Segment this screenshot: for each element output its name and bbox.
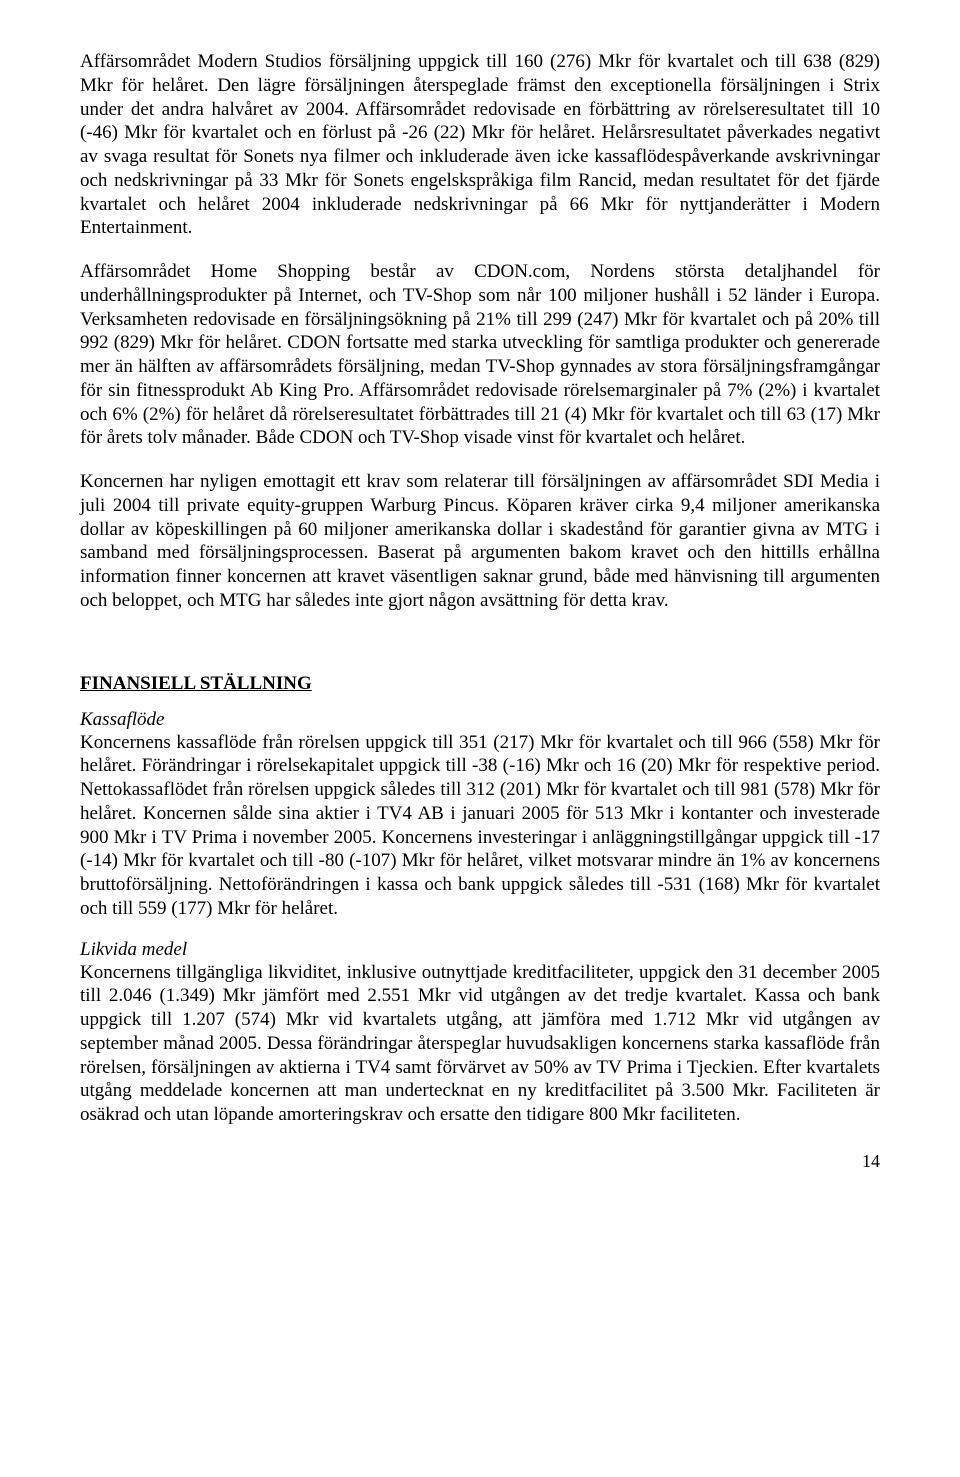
paragraph-modern-studios: Affärsområdet Modern Studios försäljning…: [80, 50, 880, 240]
subsection-kassaflode: Kassaflöde Koncernens kassaflöde från rö…: [80, 709, 880, 921]
paragraph-likvida-medel: Koncernens tillgängliga likviditet, inkl…: [80, 961, 880, 1127]
section-spacer: [80, 633, 880, 673]
paragraph-home-shopping: Affärsområdet Home Shopping består av CD…: [80, 260, 880, 450]
subsection-likvida-medel: Likvida medel Koncernens tillgängliga li…: [80, 939, 880, 1127]
paragraph-sdi-claim: Koncernen har nyligen emottagit ett krav…: [80, 470, 880, 613]
paragraph-kassaflode: Koncernens kassaflöde från rörelsen uppg…: [80, 731, 880, 921]
subhead-likvida-medel: Likvida medel: [80, 939, 880, 961]
section-heading-finansiell: FINANSIELL STÄLLNING: [80, 673, 880, 695]
subhead-kassaflode: Kassaflöde: [80, 709, 880, 731]
document-page: Affärsområdet Modern Studios försäljning…: [0, 0, 960, 1212]
page-number: 14: [80, 1151, 880, 1172]
